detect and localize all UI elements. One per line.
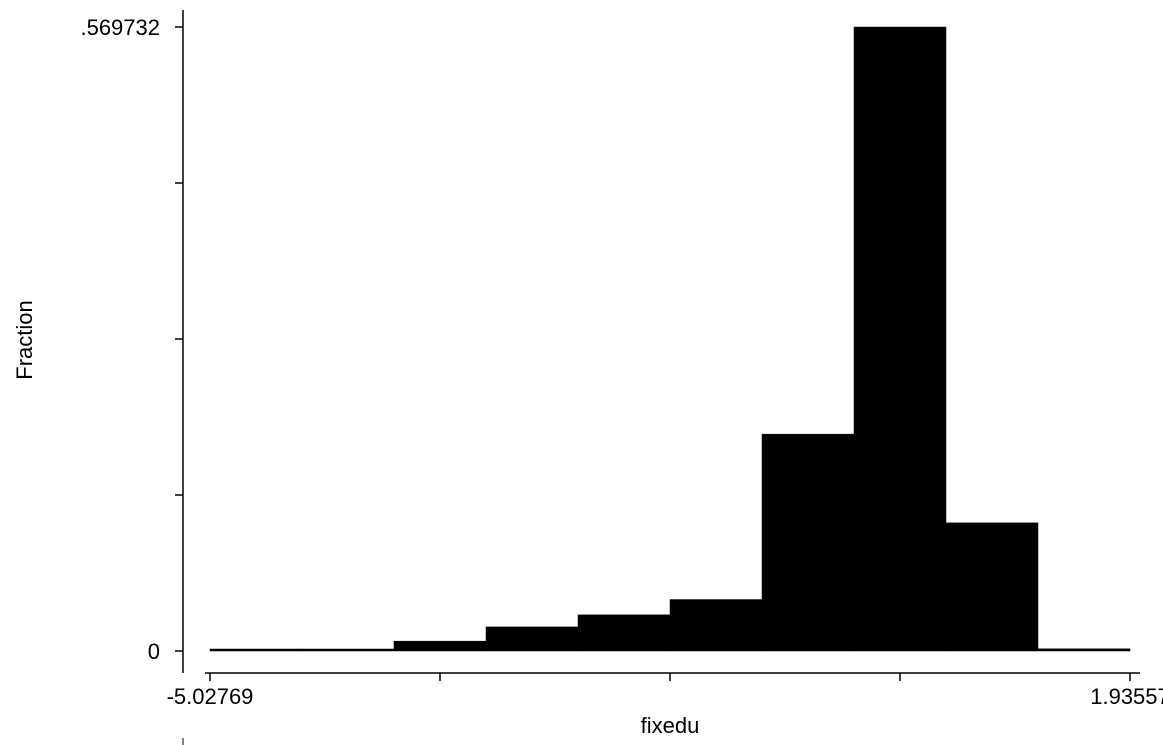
x-tick-label: 1.93557 <box>1090 684 1163 709</box>
histogram-bar <box>209 648 303 652</box>
histogram-bar <box>393 640 487 652</box>
histogram-bar <box>853 26 947 652</box>
labels: Fraction fixedu <box>12 300 699 738</box>
histogram-bar <box>761 433 855 652</box>
y-tick-label: 0 <box>148 639 160 664</box>
y-axis-label: Fraction <box>12 300 37 379</box>
histogram-bar <box>577 614 671 652</box>
histogram-bar <box>1037 648 1131 652</box>
axes: 0 .569732 -5.02769 1.93557 <box>80 10 1163 745</box>
histogram-bar <box>669 599 763 652</box>
y-tick-label: .569732 <box>80 15 160 40</box>
x-axis-label: fixedu <box>641 713 700 738</box>
histogram-bar <box>945 522 1039 652</box>
x-tick-label: -5.02769 <box>167 684 254 709</box>
histogram-bar <box>301 648 395 652</box>
bars <box>209 26 1131 652</box>
histogram-bar <box>485 626 579 652</box>
